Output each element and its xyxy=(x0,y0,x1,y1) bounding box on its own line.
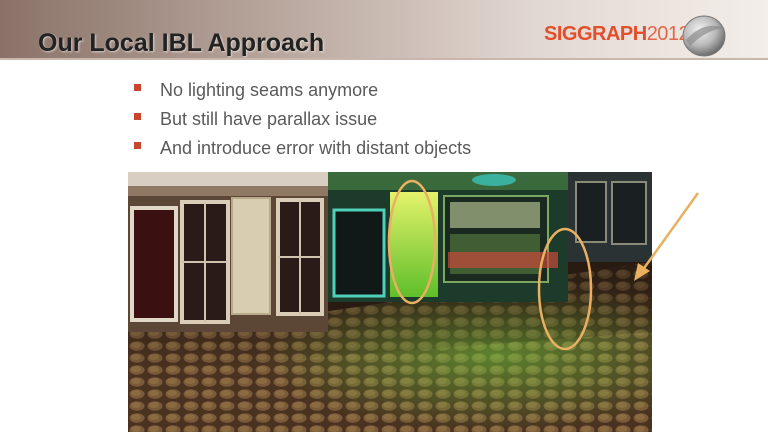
bullet-marker xyxy=(134,84,141,91)
bullet-text: But still have parallax issue xyxy=(160,109,378,129)
bullet-item: And introduce error with distant objects xyxy=(134,134,471,163)
logo-year: 2012 xyxy=(646,23,690,45)
bullet-item: No lighting seams anymore xyxy=(134,76,471,105)
slide-header: Our Local IBL Approach SIGGRAPH2012 xyxy=(0,0,768,60)
siggraph-logo: SIGGRAPH2012 xyxy=(544,14,734,57)
bullet-marker xyxy=(134,113,141,120)
error-pointer-arrow-icon xyxy=(634,192,700,281)
logo-disc-icon xyxy=(682,15,726,57)
bullet-item: But still have parallax issue xyxy=(134,105,471,134)
render-screenshot xyxy=(128,172,652,432)
bullet-text: And introduce error with distant objects xyxy=(160,138,472,158)
bullet-list: No lighting seams anymore But still have… xyxy=(134,76,471,163)
bullet-text: No lighting seams anymore xyxy=(160,80,379,100)
slide-title: Our Local IBL Approach xyxy=(38,29,325,57)
logo-name: SIGGRAPH xyxy=(544,23,647,45)
logo-text: SIGGRAPH2012 xyxy=(544,23,690,46)
bullet-marker xyxy=(134,142,141,149)
street-scene-image xyxy=(128,172,652,432)
